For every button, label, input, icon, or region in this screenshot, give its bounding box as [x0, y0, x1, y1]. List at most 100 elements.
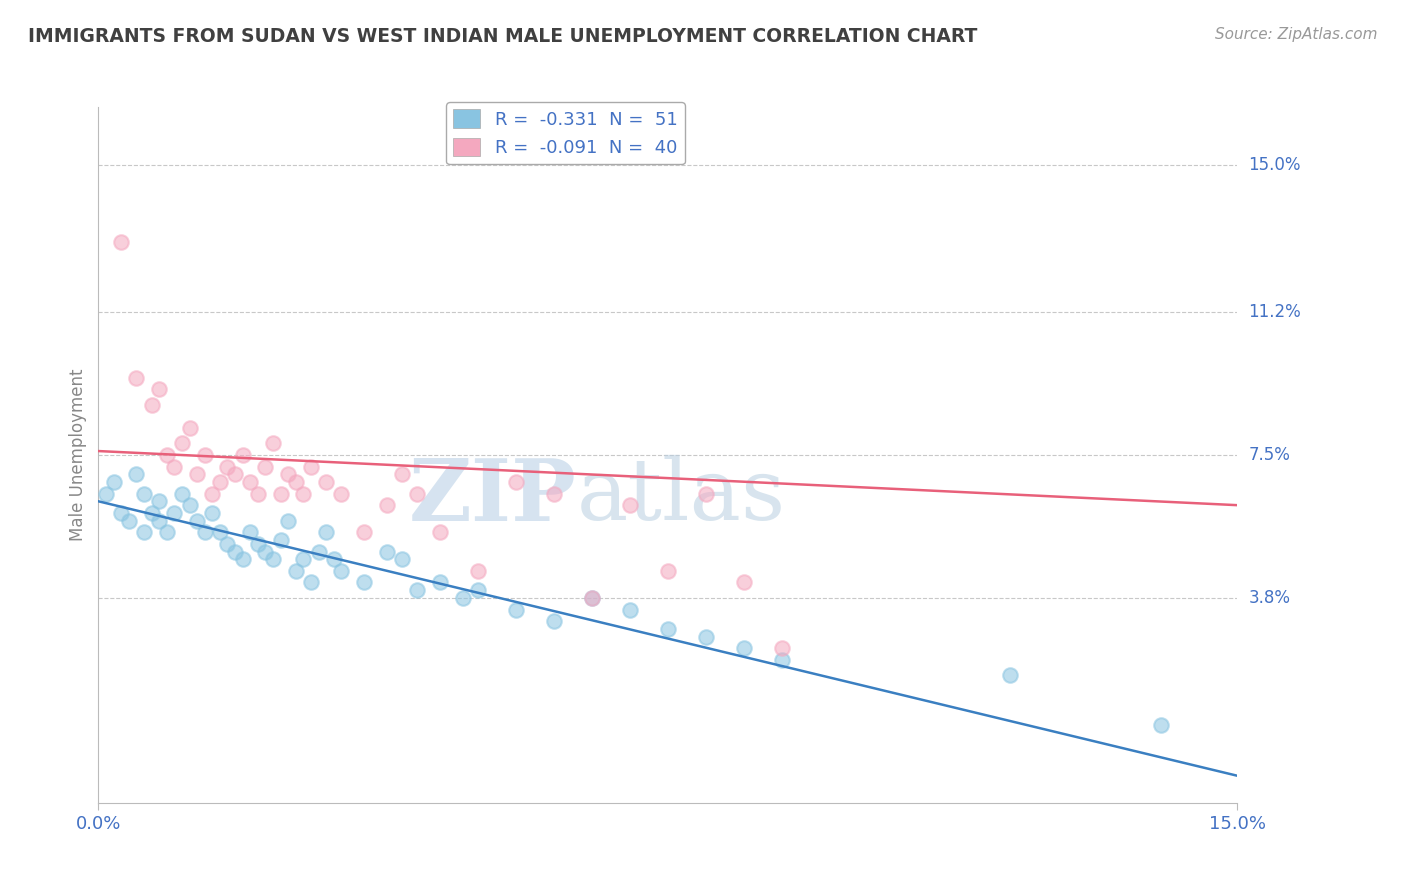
Point	[505, 475, 527, 489]
Point	[270, 486, 292, 500]
Point	[277, 467, 299, 482]
Point	[429, 525, 451, 540]
Point	[505, 602, 527, 616]
Text: IMMIGRANTS FROM SUDAN VS WEST INDIAN MALE UNEMPLOYMENT CORRELATION CHART: IMMIGRANTS FROM SUDAN VS WEST INDIAN MAL…	[28, 27, 977, 45]
Point	[179, 498, 201, 512]
Point	[110, 506, 132, 520]
Point	[208, 475, 231, 489]
Point	[194, 448, 217, 462]
Point	[353, 575, 375, 590]
Point	[330, 564, 353, 578]
Point	[543, 486, 565, 500]
Text: atlas: atlas	[576, 455, 786, 538]
Point	[217, 459, 239, 474]
Point	[299, 459, 322, 474]
Point	[467, 583, 489, 598]
Text: Source: ZipAtlas.com: Source: ZipAtlas.com	[1215, 27, 1378, 42]
Y-axis label: Male Unemployment: Male Unemployment	[69, 368, 87, 541]
Point	[156, 448, 179, 462]
Point	[208, 525, 231, 540]
Point	[292, 552, 315, 566]
Text: 11.2%: 11.2%	[1249, 303, 1301, 321]
Point	[406, 583, 429, 598]
Point	[406, 486, 429, 500]
Point	[125, 467, 148, 482]
Point	[186, 467, 208, 482]
Point	[232, 448, 254, 462]
Point	[619, 498, 641, 512]
Point	[315, 475, 337, 489]
Point	[284, 564, 307, 578]
Point	[132, 486, 155, 500]
Point	[429, 575, 451, 590]
Point	[391, 552, 413, 566]
Point	[170, 436, 193, 450]
Text: ZIP: ZIP	[409, 455, 576, 539]
Point	[581, 591, 603, 605]
Point	[163, 459, 186, 474]
Text: 7.5%: 7.5%	[1249, 446, 1291, 464]
Point	[733, 575, 755, 590]
Point	[163, 506, 186, 520]
Point	[148, 382, 170, 396]
Point	[201, 486, 224, 500]
Point	[770, 641, 793, 656]
Point	[998, 668, 1021, 682]
Point	[770, 653, 793, 667]
Point	[110, 235, 132, 250]
Point	[733, 641, 755, 656]
Point	[262, 552, 284, 566]
Point	[581, 591, 603, 605]
Point	[270, 533, 292, 547]
Point	[224, 467, 246, 482]
Point	[262, 436, 284, 450]
Point	[239, 475, 262, 489]
Point	[543, 614, 565, 628]
Point	[148, 514, 170, 528]
Point	[254, 459, 277, 474]
Point	[246, 486, 269, 500]
Point	[330, 486, 353, 500]
Point	[141, 398, 163, 412]
Point	[657, 622, 679, 636]
Point	[148, 494, 170, 508]
Point	[246, 537, 269, 551]
Text: 15.0%: 15.0%	[1249, 156, 1301, 174]
Legend: R =  -0.331  N =  51, R =  -0.091  N =  40: R = -0.331 N = 51, R = -0.091 N = 40	[446, 103, 685, 164]
Point	[467, 564, 489, 578]
Point	[170, 486, 193, 500]
Point	[232, 552, 254, 566]
Point	[315, 525, 337, 540]
Point	[224, 544, 246, 558]
Point	[695, 630, 717, 644]
Point	[132, 525, 155, 540]
Point	[284, 475, 307, 489]
Point	[94, 486, 117, 500]
Point	[156, 525, 179, 540]
Point	[299, 575, 322, 590]
Point	[239, 525, 262, 540]
Point	[308, 544, 330, 558]
Point	[1150, 718, 1173, 732]
Point	[292, 486, 315, 500]
Point	[391, 467, 413, 482]
Point	[277, 514, 299, 528]
Point	[375, 498, 398, 512]
Point	[254, 544, 277, 558]
Point	[103, 475, 125, 489]
Text: 3.8%: 3.8%	[1249, 589, 1291, 607]
Point	[375, 544, 398, 558]
Point	[186, 514, 208, 528]
Point	[451, 591, 474, 605]
Point	[118, 514, 141, 528]
Point	[657, 564, 679, 578]
Point	[194, 525, 217, 540]
Point	[125, 370, 148, 384]
Point	[322, 552, 344, 566]
Point	[179, 421, 201, 435]
Point	[353, 525, 375, 540]
Point	[217, 537, 239, 551]
Point	[695, 486, 717, 500]
Point	[619, 602, 641, 616]
Point	[201, 506, 224, 520]
